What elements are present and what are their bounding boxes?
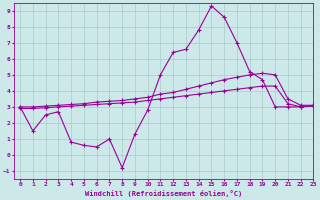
X-axis label: Windchill (Refroidissement éolien,°C): Windchill (Refroidissement éolien,°C) [85,190,242,197]
